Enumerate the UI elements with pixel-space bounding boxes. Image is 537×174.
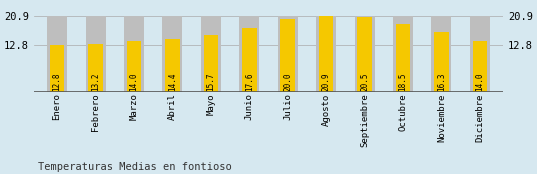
Bar: [354, 15, 375, 92]
Text: 15.7: 15.7: [206, 72, 215, 91]
Text: 20.9: 20.9: [322, 72, 331, 91]
Text: 18.5: 18.5: [398, 72, 408, 91]
Bar: [396, 24, 410, 92]
Bar: [319, 15, 333, 92]
Text: 16.3: 16.3: [437, 72, 446, 91]
Bar: [204, 35, 218, 92]
Bar: [473, 41, 487, 92]
Bar: [201, 15, 221, 92]
Bar: [50, 45, 64, 92]
Text: 14.0: 14.0: [475, 72, 484, 91]
Bar: [240, 15, 259, 92]
Text: 12.8: 12.8: [53, 72, 62, 91]
Text: 17.6: 17.6: [245, 72, 254, 91]
Bar: [431, 15, 452, 92]
Text: Temperaturas Medias en fontioso: Temperaturas Medias en fontioso: [38, 162, 231, 172]
Text: 20.0: 20.0: [283, 72, 292, 91]
Text: 13.2: 13.2: [91, 72, 100, 91]
Bar: [393, 15, 413, 92]
Bar: [47, 15, 67, 92]
Bar: [434, 32, 449, 92]
Bar: [127, 41, 141, 92]
Bar: [162, 15, 183, 92]
Bar: [88, 44, 103, 92]
Bar: [85, 15, 106, 92]
Text: 14.0: 14.0: [129, 72, 139, 91]
Bar: [242, 28, 257, 92]
Text: 14.4: 14.4: [168, 72, 177, 91]
Text: 20.5: 20.5: [360, 72, 369, 91]
Bar: [280, 19, 295, 92]
Bar: [470, 15, 490, 92]
Bar: [165, 39, 180, 92]
Bar: [357, 17, 372, 92]
Bar: [316, 15, 336, 92]
Bar: [278, 15, 297, 92]
Bar: [124, 15, 144, 92]
